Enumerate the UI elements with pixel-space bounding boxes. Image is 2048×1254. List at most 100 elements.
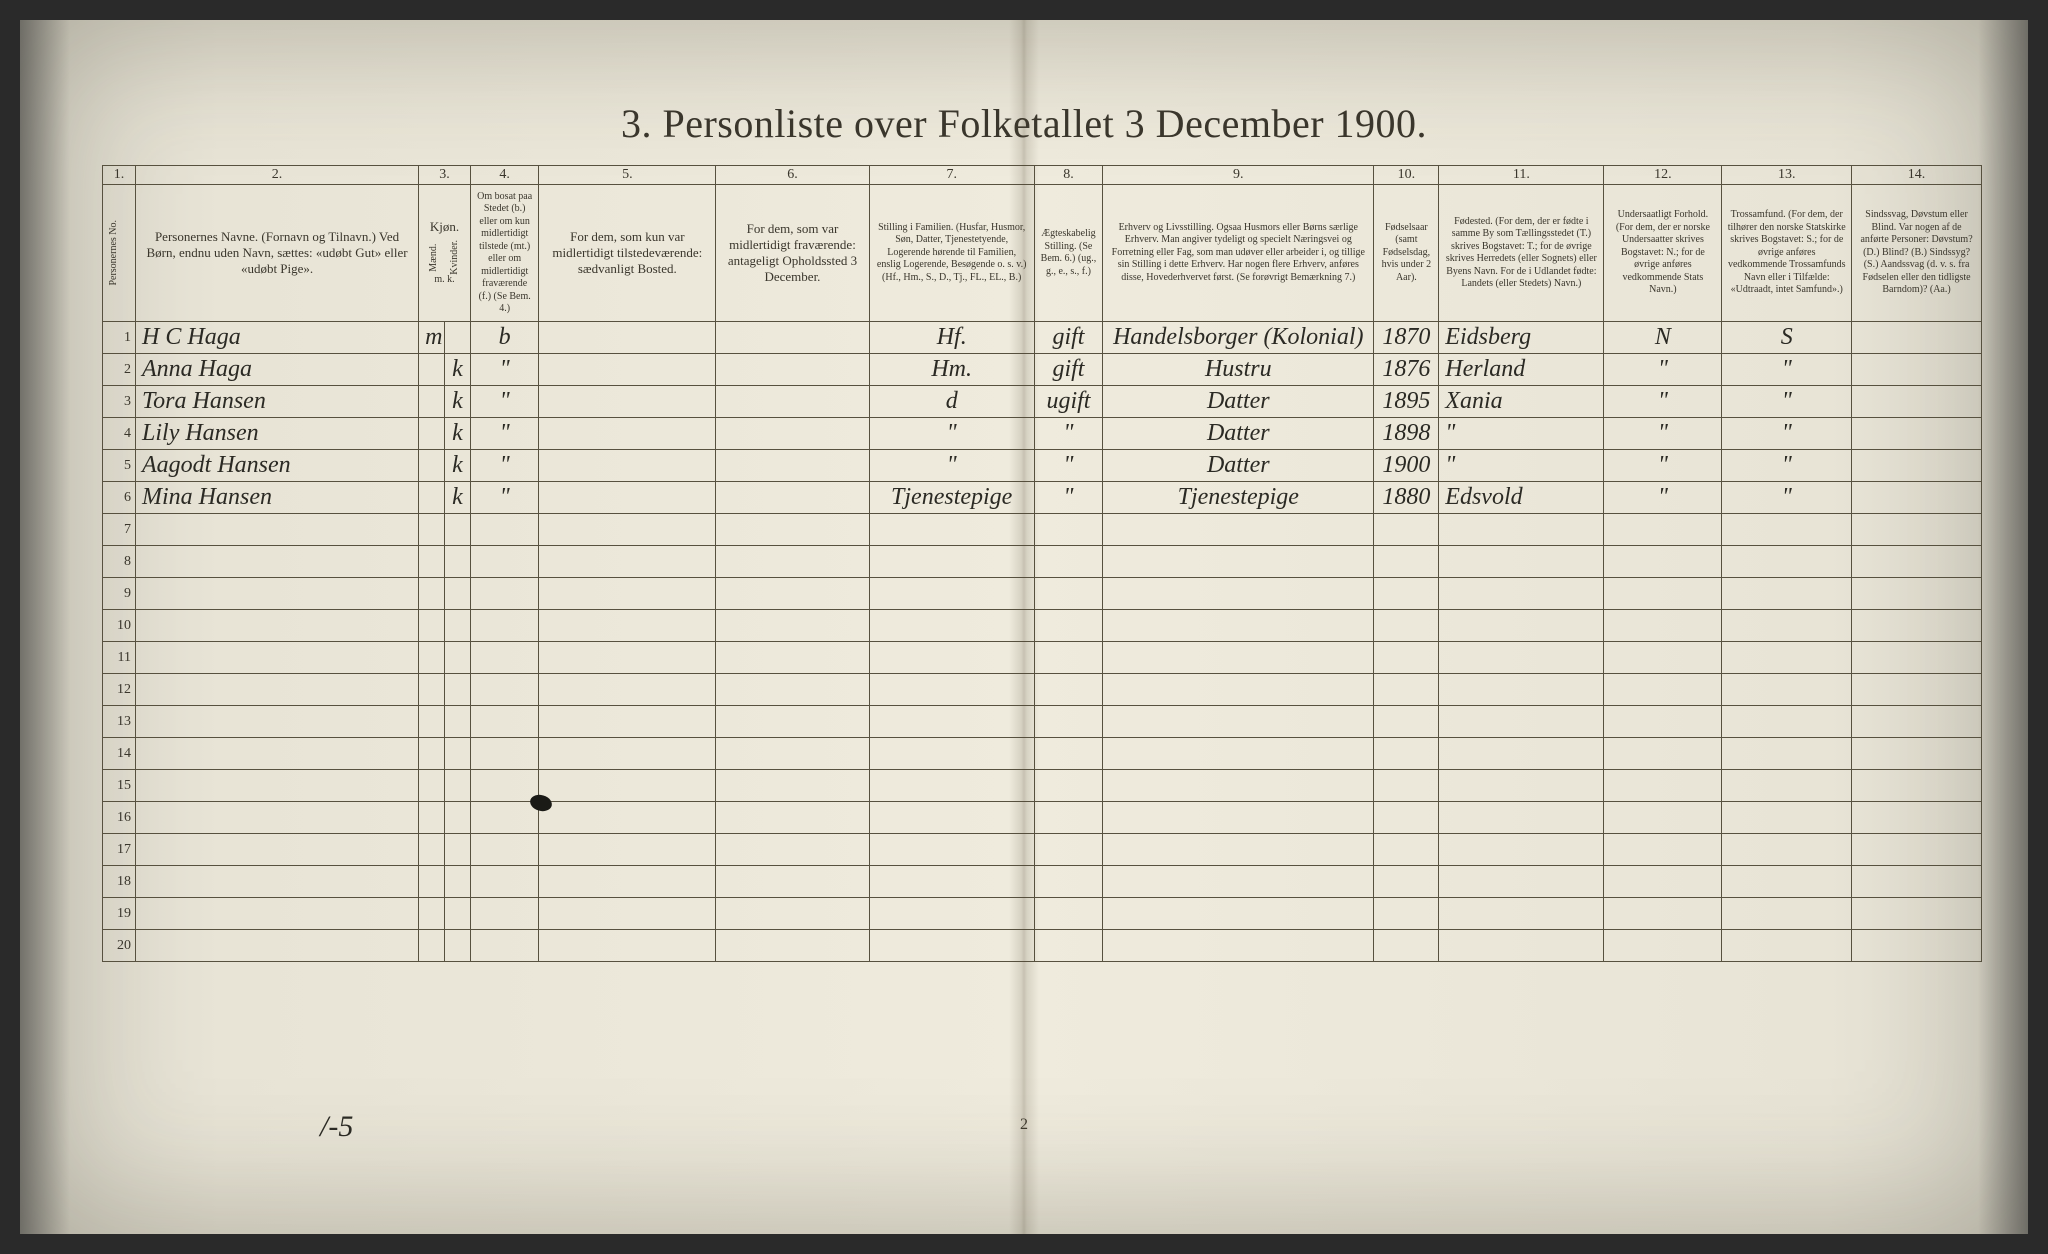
colnum-10: 10. [1374, 166, 1439, 185]
cell: " [1722, 386, 1852, 418]
cell [1374, 610, 1439, 642]
cell [1034, 674, 1102, 706]
table-row: 20 [103, 930, 1982, 962]
cell: " [1034, 418, 1102, 450]
row-number: 16 [103, 802, 136, 834]
cell [869, 802, 1034, 834]
cell [716, 322, 869, 354]
cell [445, 578, 471, 610]
cell: " [1722, 482, 1852, 514]
cell: m [419, 322, 445, 354]
cell [445, 866, 471, 898]
cell [136, 546, 419, 578]
cell [539, 386, 716, 418]
cell: 1880 [1374, 482, 1439, 514]
cell: Datter [1103, 386, 1374, 418]
cell [1722, 610, 1852, 642]
cell [419, 546, 445, 578]
cell [1374, 706, 1439, 738]
cell [419, 770, 445, 802]
row-number: 3 [103, 386, 136, 418]
cell [1103, 770, 1374, 802]
table-row: 13 [103, 706, 1982, 738]
cell [1604, 578, 1722, 610]
cell [1374, 578, 1439, 610]
cell [136, 514, 419, 546]
cell [1439, 834, 1604, 866]
cell [1103, 610, 1374, 642]
cell [1439, 610, 1604, 642]
row-number: 15 [103, 770, 136, 802]
cell [1604, 930, 1722, 962]
cell: d [869, 386, 1034, 418]
cell: ugift [1034, 386, 1102, 418]
cell [1852, 482, 1982, 514]
cell [869, 770, 1034, 802]
cell: " [1604, 354, 1722, 386]
cell: " [869, 450, 1034, 482]
cell [869, 578, 1034, 610]
cell [1103, 674, 1374, 706]
cell [136, 866, 419, 898]
cell [716, 450, 869, 482]
row-number: 19 [103, 898, 136, 930]
cell [1374, 514, 1439, 546]
table-row: 16 [103, 802, 1982, 834]
cell [716, 482, 869, 514]
cell [539, 866, 716, 898]
cell [136, 770, 419, 802]
cell [539, 418, 716, 450]
cell: gift [1034, 322, 1102, 354]
cell [539, 674, 716, 706]
cell [1374, 770, 1439, 802]
row-number: 6 [103, 482, 136, 514]
cell [445, 674, 471, 706]
cell [1103, 930, 1374, 962]
cell: k [445, 418, 471, 450]
row-number: 12 [103, 674, 136, 706]
cell [1604, 770, 1722, 802]
cell: N [1604, 322, 1722, 354]
cell: Tjenestepige [869, 482, 1034, 514]
cell [869, 514, 1034, 546]
cell [539, 610, 716, 642]
cell: Aagodt Hansen [136, 450, 419, 482]
row-number: 8 [103, 546, 136, 578]
colhead-4: Om bosat paa Stedet (b.) eller om kun mi… [470, 185, 538, 322]
cell [1374, 738, 1439, 770]
table-row: 17 [103, 834, 1982, 866]
cell [539, 834, 716, 866]
colnum-9: 9. [1103, 166, 1374, 185]
cell [445, 706, 471, 738]
table-row: 10 [103, 610, 1982, 642]
table-row: 6Mina Hansenk"Tjenestepige"Tjenestepige1… [103, 482, 1982, 514]
cell [1722, 930, 1852, 962]
row-number: 9 [103, 578, 136, 610]
cell: Herland [1439, 354, 1604, 386]
cell [1439, 930, 1604, 962]
row-number: 5 [103, 450, 136, 482]
cell [869, 546, 1034, 578]
cell [716, 418, 869, 450]
cell [1374, 930, 1439, 962]
cell [716, 578, 869, 610]
cell [1439, 706, 1604, 738]
cell [136, 834, 419, 866]
cell [419, 674, 445, 706]
cell [445, 898, 471, 930]
cell [1722, 546, 1852, 578]
row-number: 18 [103, 866, 136, 898]
cell [1103, 546, 1374, 578]
cell [1604, 514, 1722, 546]
cell [1103, 706, 1374, 738]
cell: Xania [1439, 386, 1604, 418]
cell [470, 546, 538, 578]
cell [1439, 770, 1604, 802]
cell [470, 866, 538, 898]
document-page: 3. Personliste over Folketallet 3 Decemb… [20, 20, 2028, 1234]
cell [1852, 610, 1982, 642]
row-number: 11 [103, 642, 136, 674]
cell [1722, 514, 1852, 546]
cell: " [1034, 482, 1102, 514]
cell [1103, 802, 1374, 834]
